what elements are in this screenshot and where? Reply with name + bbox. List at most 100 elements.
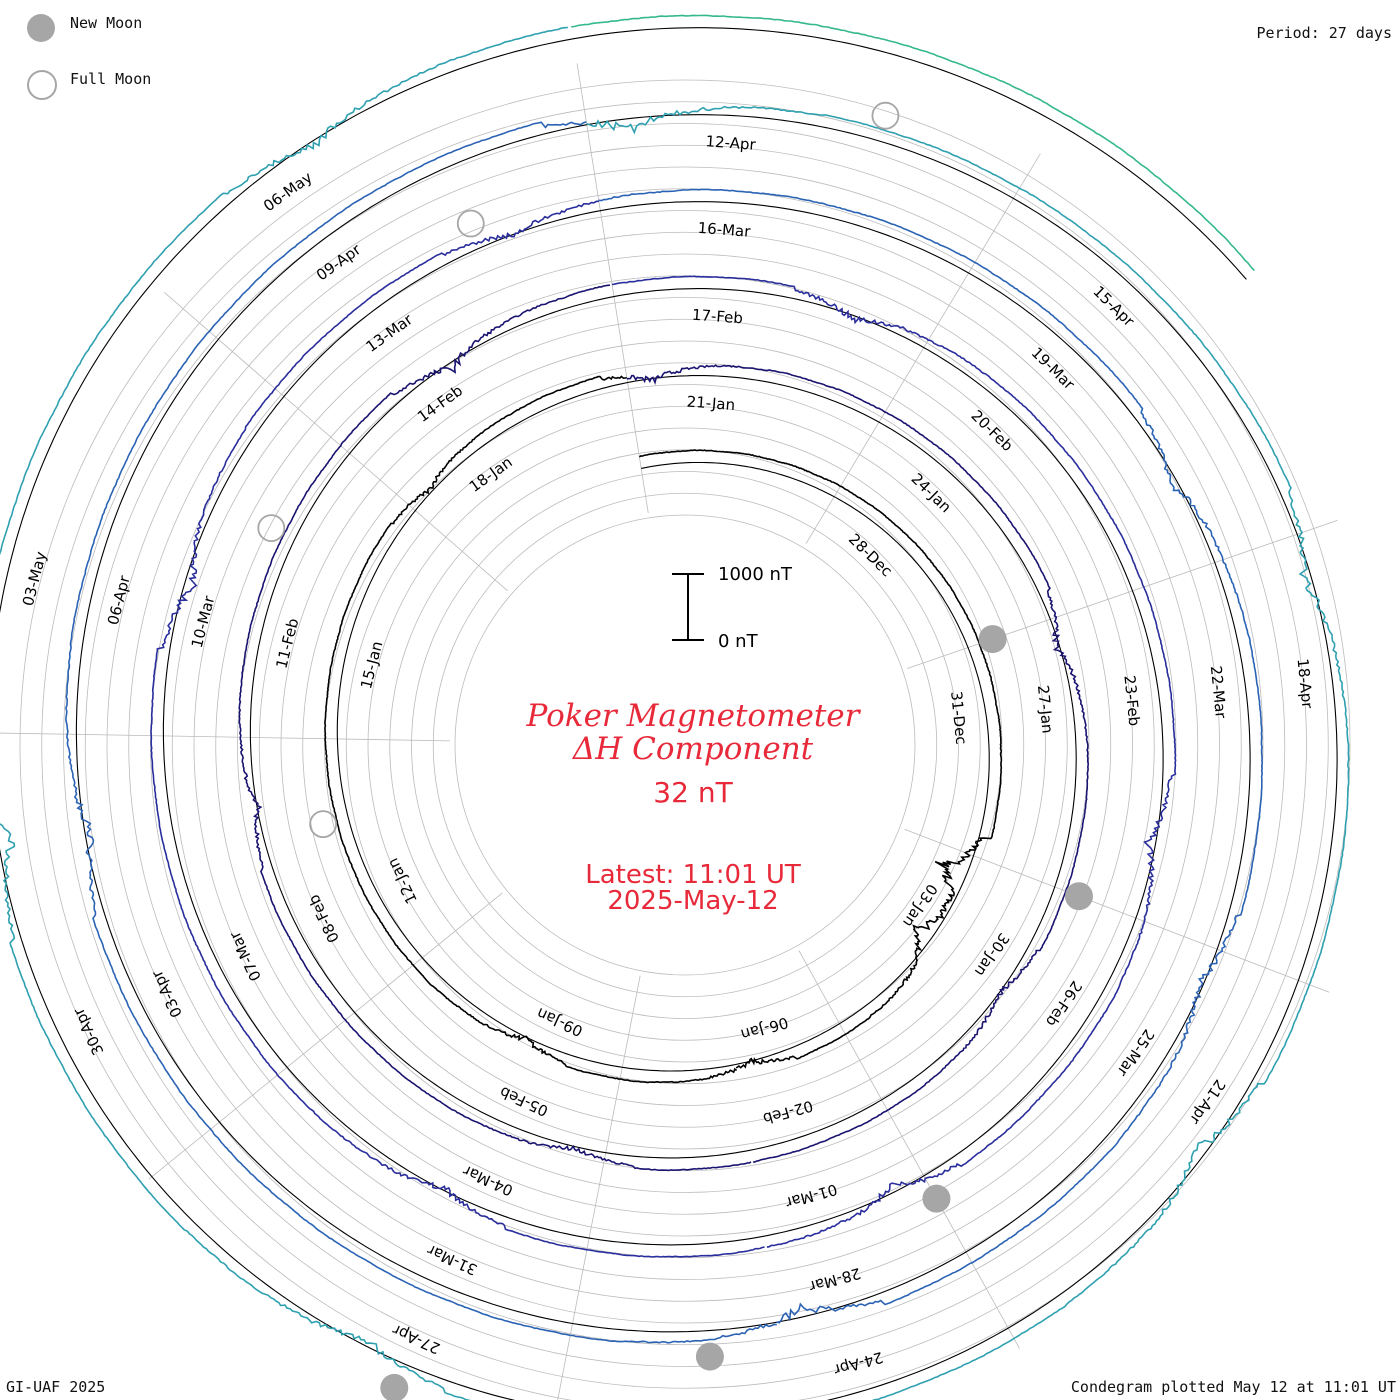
date-label: 22-Mar (1207, 665, 1230, 720)
data-trace-segment (324, 375, 738, 1084)
scale-bar-bottom-label: 0 nT (718, 631, 759, 652)
date-label: 18-Apr (1294, 658, 1317, 710)
grid-ring (389, 449, 981, 1041)
date-label: 23-Feb (1120, 674, 1143, 727)
date-label: 02-Feb (761, 1097, 815, 1128)
grid-ring (237, 297, 1133, 1193)
current-value: 32 nT (653, 776, 733, 809)
scale-bar: 1000 nT 0 nT (672, 564, 793, 652)
date-label: 24-Apr (831, 1348, 885, 1379)
credit-label: GI-UAF 2025 (6, 1378, 106, 1396)
date-label: 03-Apr (148, 967, 186, 1021)
date-label: 31-Dec (947, 690, 970, 745)
new-moon-marker (380, 1373, 409, 1400)
plotted-note: Condegram plotted May 12 at 11:01 UT (1070, 1378, 1396, 1396)
grid-ring (106, 166, 1264, 1324)
new-moon-marker (1064, 882, 1093, 911)
latest-time: Latest: 11:01 UT (585, 860, 801, 890)
radial-spoke (557, 975, 641, 1400)
grid-ring (171, 231, 1199, 1259)
date-label: 05-Feb (497, 1083, 551, 1120)
data-trace-segment (0, 26, 568, 1400)
baseline-spiral (0, 27, 1338, 1400)
grid-ring (128, 188, 1242, 1302)
date-label: 17-Feb (691, 306, 743, 328)
date-label: 19-Mar (1028, 344, 1079, 394)
date-label: 04-Mar (459, 1161, 515, 1199)
date-label: 16-Mar (697, 219, 752, 241)
grid-ring (84, 144, 1286, 1346)
radial-spoke (907, 519, 1338, 669)
legend-full-moon-label: Full Moon (70, 70, 152, 88)
grid-ring (258, 318, 1112, 1172)
date-label: 18-Jan (466, 453, 516, 496)
period-label: Period: 27 days (1256, 24, 1392, 42)
date-label: 15-Jan (357, 639, 386, 690)
date-label: 09-Apr (313, 240, 365, 284)
radial-spoke (576, 63, 649, 513)
radial-spoke (805, 153, 1041, 544)
grid-ring (432, 492, 938, 998)
new-moon-icon (27, 14, 55, 42)
date-label: 15-Apr (1089, 282, 1138, 330)
date-label: 30-Jan (971, 930, 1013, 980)
scale-bar-top-label: 1000 nT (718, 564, 793, 585)
chart-title-line1: Poker Magnetometer (526, 698, 860, 734)
date-label: 09-Jan (534, 1004, 586, 1040)
radial-spoke (798, 950, 1020, 1349)
grid-ring (193, 253, 1177, 1237)
full-moon-marker (456, 209, 485, 238)
radial-spoke (904, 828, 1330, 993)
radial-spokes (0, 63, 1338, 1400)
date-label: 06-Jan (739, 1013, 791, 1043)
date-label: 31-Mar (424, 1240, 480, 1278)
date-label: 30-Apr (69, 1004, 107, 1058)
grid-ring (345, 405, 1025, 1085)
date-label: 01-Mar (783, 1180, 840, 1212)
full-moon-icon (27, 70, 57, 100)
data-trace-segment (586, 105, 1350, 1400)
date-label: 06-May (260, 168, 316, 215)
date-label: 20-Feb (967, 406, 1016, 455)
baseline-spiral-path (0, 27, 1338, 1400)
moon-markers (257, 101, 1093, 1400)
new-moon-marker (695, 1342, 724, 1371)
data-trace (0, 14, 1350, 1400)
date-label: 13-Mar (363, 310, 417, 356)
full-moon-marker (309, 810, 338, 839)
grid-ring (63, 123, 1307, 1367)
chart-title-line2: ΔH Component (572, 731, 814, 767)
grid-ring (454, 514, 916, 976)
radial-spoke (163, 292, 508, 592)
date-label: 21-Jan (686, 393, 736, 415)
data-trace-segment (598, 188, 1264, 1324)
grid-ring (302, 362, 1068, 1128)
data-trace-segment (150, 200, 765, 1258)
new-moon-marker (978, 625, 1007, 654)
date-label: 03-May (19, 550, 50, 608)
date-label: 28-Mar (806, 1264, 863, 1296)
latest-date: 2025-May-12 (607, 886, 779, 916)
date-label: 27-Apr (389, 1320, 443, 1357)
date-label: 14-Feb (414, 381, 466, 425)
grid-rings (19, 79, 1351, 1400)
radial-spoke (148, 892, 503, 1180)
date-label: 28-Dec (845, 530, 896, 580)
data-trace-segment (627, 364, 1090, 1163)
grid-ring (41, 101, 1329, 1389)
data-trace-segment (65, 121, 777, 1344)
grid-ring (19, 79, 1351, 1400)
date-label: 27-Jan (1034, 684, 1057, 734)
date-label: 25-Mar (1113, 1026, 1158, 1080)
data-trace-segment (638, 449, 1003, 1069)
data-trace-segment (611, 275, 1177, 1248)
grid-ring (367, 427, 1003, 1063)
grid-ring (280, 340, 1090, 1150)
grid-ring (411, 471, 959, 1019)
date-label: 07-Mar (226, 928, 265, 984)
full-moon-marker (257, 514, 286, 543)
date-label: 12-Apr (705, 132, 757, 154)
grid-ring (324, 384, 1046, 1106)
radial-spoke (0, 732, 451, 742)
full-moon-marker (871, 101, 900, 130)
